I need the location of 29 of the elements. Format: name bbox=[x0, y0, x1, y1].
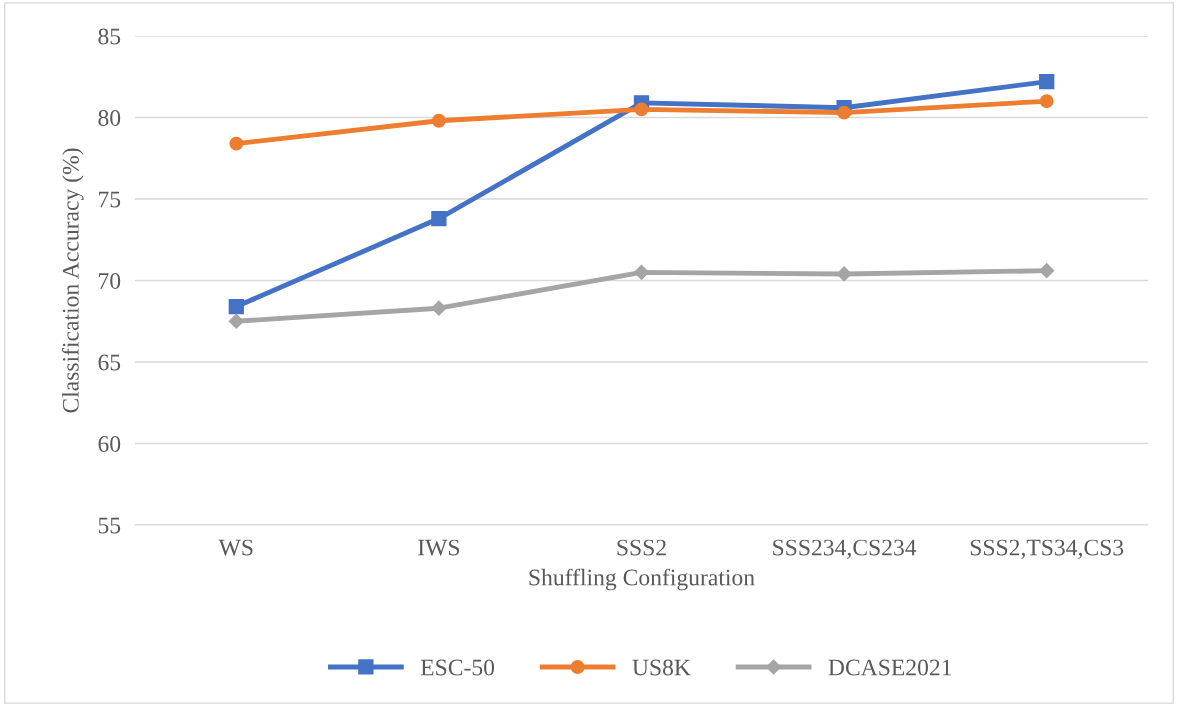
point bbox=[1039, 263, 1055, 279]
y-axis-title: Classification Accuracy (%) bbox=[61, 148, 84, 413]
point bbox=[1039, 74, 1055, 90]
y-tick-label: 75 bbox=[99, 191, 121, 208]
x-tick-label: SSS2 bbox=[617, 539, 666, 556]
y-tick-label: 60 bbox=[98, 435, 121, 452]
x-tick-label: IWS bbox=[418, 539, 460, 556]
point bbox=[634, 102, 649, 117]
point bbox=[1039, 94, 1054, 109]
point bbox=[229, 136, 244, 151]
point bbox=[837, 105, 852, 120]
x-tick-label: SSS234,CS234 bbox=[773, 539, 917, 559]
y-tick-label: 55 bbox=[98, 517, 121, 534]
x-tick-label: SSS2,TS34,CS3 bbox=[970, 539, 1124, 559]
y-tick-label: 80 bbox=[98, 109, 121, 126]
point bbox=[431, 210, 447, 227]
y-tick-label: 70 bbox=[99, 272, 121, 289]
point bbox=[431, 113, 446, 128]
legend-label: DCASE2021 bbox=[828, 659, 952, 676]
legend-label: ESC-50 bbox=[420, 659, 495, 676]
point bbox=[228, 298, 244, 315]
point bbox=[836, 266, 852, 282]
x-tick-label: WS bbox=[218, 539, 253, 556]
point bbox=[431, 300, 447, 316]
legend-label: US8K bbox=[632, 659, 691, 676]
x-axis-title: Shuffling Configuration bbox=[529, 568, 755, 591]
y-tick-label: 65 bbox=[98, 354, 121, 371]
point bbox=[228, 313, 244, 329]
y-tick-label: 85 bbox=[98, 28, 121, 45]
